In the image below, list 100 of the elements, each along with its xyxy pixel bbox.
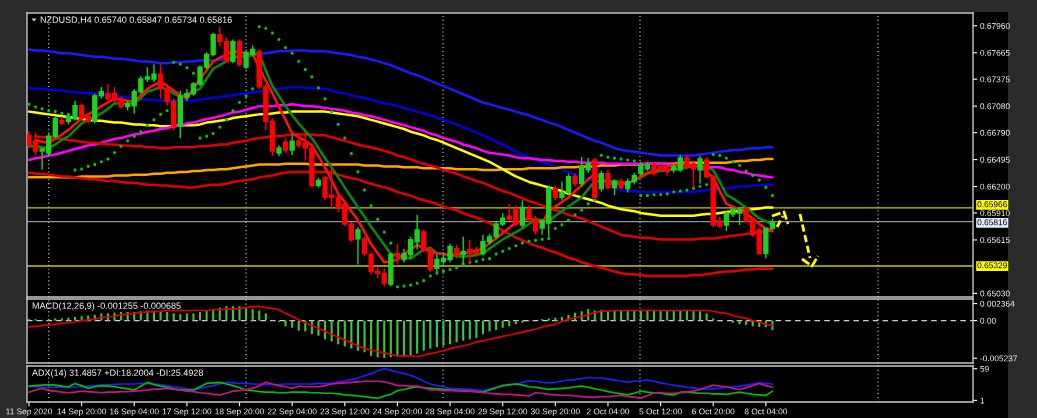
candlestick [381,267,387,287]
y-tick-label: 0.002364 [980,300,1015,307]
bar [73,316,77,321]
bar [238,306,241,321]
candlestick [124,100,131,112]
bar [679,310,682,321]
line-series [27,110,774,217]
bar [376,320,379,358]
x-tick-label: 30 Sep 20:00 [530,408,580,417]
bar [166,311,169,321]
bar [620,310,623,321]
bar [389,320,392,358]
candlestick [598,170,605,193]
bar [462,320,465,341]
candlestick [703,156,710,180]
bar [481,320,485,335]
bar [258,310,261,321]
candlestick [85,112,91,125]
candlestick [59,115,65,127]
bar [626,310,629,321]
candlestick [315,176,322,189]
bar [495,320,498,330]
bar [633,310,636,321]
candlestick [631,172,637,186]
candlestick [223,36,230,64]
candlestick [361,236,368,258]
bar [705,313,708,321]
candlestick [677,154,684,173]
candlestick [210,31,216,58]
bar [771,320,774,330]
candlestick [625,177,631,194]
candlestick [585,157,591,174]
x-tick-label: 2 Oct 04:00 [586,408,630,415]
candlestick [355,226,361,266]
chart-title: MACD(12,26,9) -0.001255 -0.000685 [32,302,181,311]
x-tick-label: 23 Sep 12:00 [320,408,370,417]
candlestick [236,38,243,67]
bar [396,320,399,357]
bar [449,320,452,345]
bar [455,320,458,343]
line-series [27,170,774,278]
line-series [34,133,774,241]
bar [179,314,182,321]
bar [554,317,557,321]
candlestick [756,227,762,256]
y-tick-label: 0.67375 [980,76,1010,83]
x-tick-label: 17 Sep 12:00 [162,408,212,417]
candlestick [671,163,677,174]
bar [435,320,438,348]
bar [692,310,695,321]
line-series [28,367,774,392]
candlestick [348,221,355,243]
bar [501,320,504,328]
bar [666,310,669,321]
bar [185,313,188,321]
chart-title: ADX(14) 31.4857 +DI:18.2004 -DI:25.4928 [32,369,203,378]
candlestick [296,132,302,149]
bar [672,310,675,321]
candlestick [453,243,460,260]
bar [547,318,550,321]
ref-line-label: 0.65966 [977,201,1007,208]
chart-title: NZDUSD,H4 0.65740 0.65847 0.65734 0.65816 [40,16,232,24]
bar [429,320,432,349]
candlestick [92,93,98,125]
y-tick-label: 0.67080 [980,103,1010,110]
bar [198,311,202,321]
bar [60,318,63,321]
bar [159,311,162,321]
x-tick-label: 5 Oct 12:00 [639,408,682,415]
candlestick [427,245,433,274]
bar [738,320,741,325]
x-tick-label: 8 Oct 04:00 [744,408,788,415]
candlestick [519,199,526,229]
line-series [27,103,774,179]
x-tick-label: 11 Sep 2020 [6,408,52,417]
bar [350,320,353,349]
y-tick-label: 0.65615 [980,237,1010,244]
candlestick [578,156,585,188]
candlestick [276,144,282,157]
bar [67,317,70,321]
bar [409,320,412,356]
candlestick [611,178,618,197]
x-tick-label: 14 Sep 20:00 [57,408,107,417]
y-tick-label: 0.00 [980,317,996,324]
bar [475,320,478,338]
bar [659,310,662,321]
x-tick-label: 16 Sep 04:00 [110,408,159,417]
candlestick [473,245,480,258]
bar [613,310,616,321]
bar [297,320,300,331]
candlestick [552,184,558,201]
candlestick [289,134,295,156]
candlestick [697,155,703,185]
x-tick-label: 18 Sep 20:00 [215,408,264,417]
y-tick-label: 59 [980,365,989,372]
bar [416,320,419,354]
y-tick-label: -0.005237 [980,355,1018,362]
y-tick-label: 0.65910 [980,210,1010,217]
x-tick-label: 22 Sep 04:00 [267,408,317,417]
bar [245,307,248,321]
